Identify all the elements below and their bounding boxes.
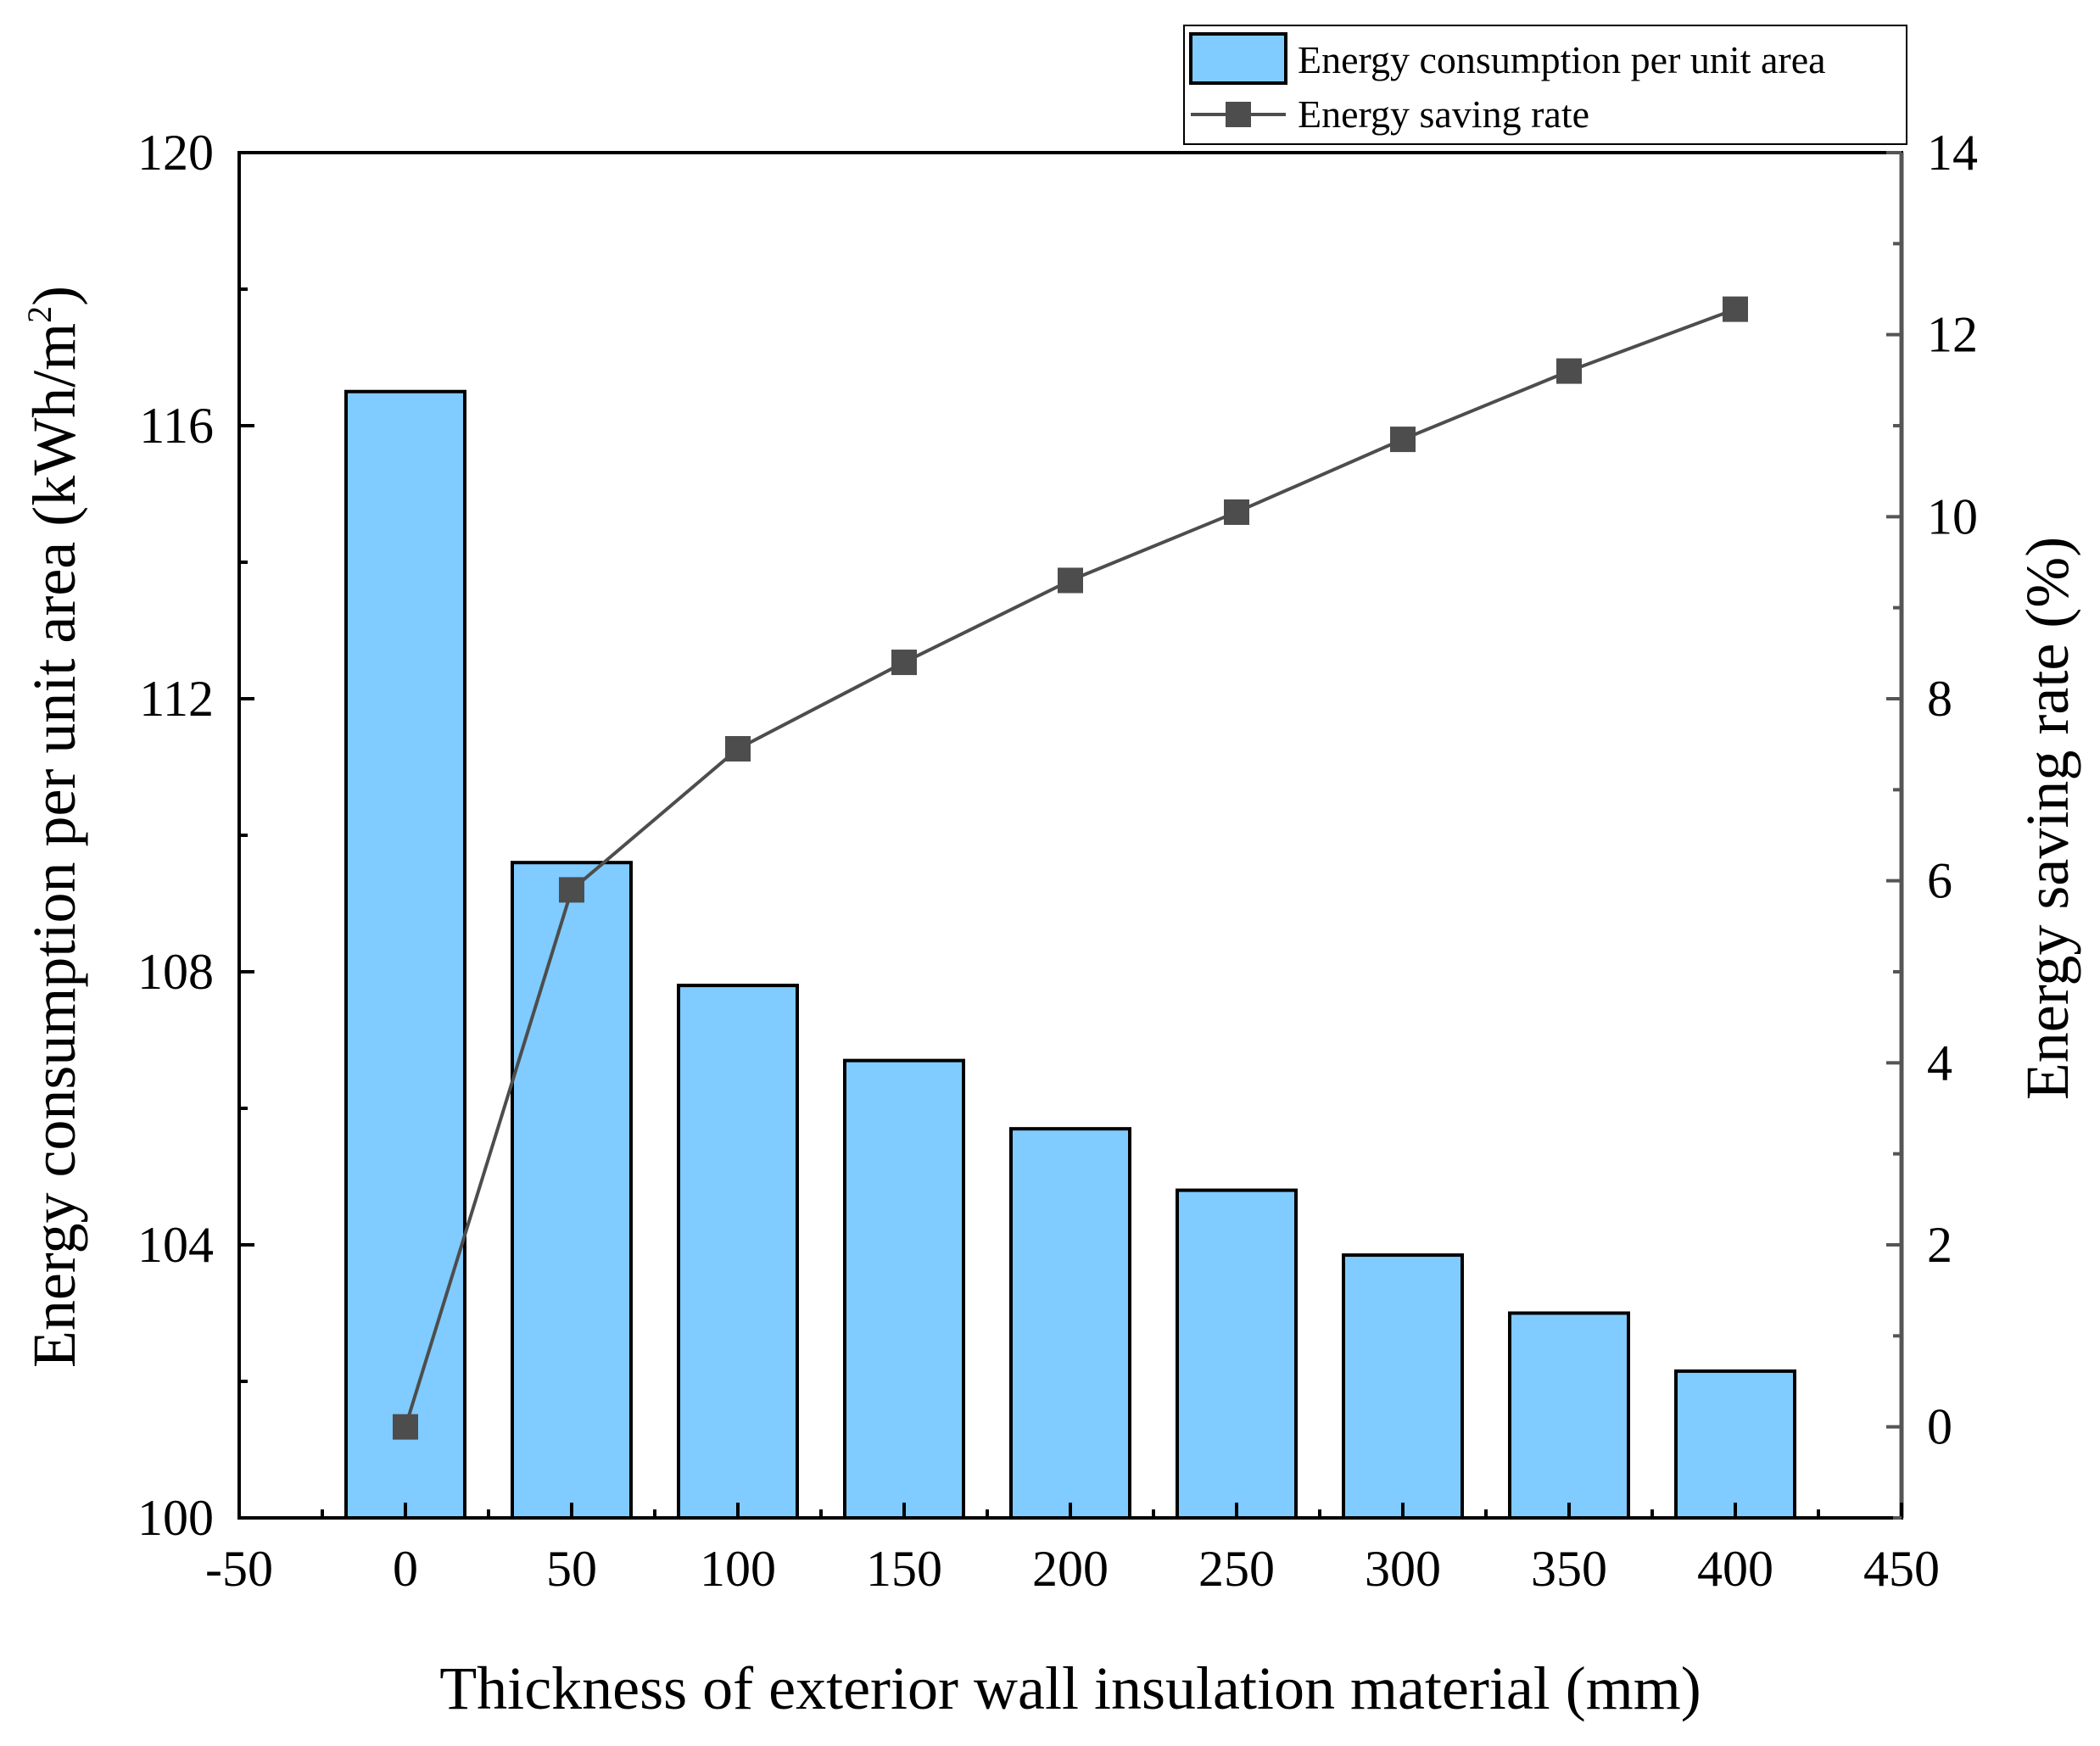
y-left-title-superscript: 2 bbox=[20, 306, 59, 323]
ticks-layer: -50 0 50 100 150 200 250 300 350 400 4501001041081… bbox=[137, 125, 1978, 1597]
x-tick-label: 300 bbox=[1365, 1541, 1441, 1597]
saving-rate-point-150 bbox=[891, 650, 917, 676]
x-tick-label: 450 bbox=[1863, 1541, 1940, 1597]
y-right-tick-label: 0 bbox=[1927, 1399, 1952, 1455]
y-left-tick-label: 112 bbox=[139, 671, 214, 727]
x-tick-label: 150 bbox=[866, 1541, 942, 1597]
legend-bar-swatch bbox=[1189, 32, 1287, 85]
saving-rate-point-50 bbox=[559, 877, 584, 903]
bar-400 bbox=[1674, 1369, 1796, 1520]
saving-rate-point-100 bbox=[725, 736, 751, 762]
y-left-title-close: ) bbox=[20, 286, 88, 306]
bar-350 bbox=[1508, 1311, 1630, 1520]
bar-0 bbox=[344, 389, 466, 1520]
y-left-tick-label: 120 bbox=[137, 125, 214, 181]
saving-rate-point-350 bbox=[1556, 358, 1582, 384]
x-tick-label: 250 bbox=[1198, 1541, 1275, 1597]
x-tick-label: 200 bbox=[1032, 1541, 1109, 1597]
bar-50 bbox=[511, 861, 633, 1520]
y-left-axis-title: Energy consumption per unit area (kWh/m2… bbox=[20, 286, 88, 1368]
bar-200 bbox=[1009, 1127, 1131, 1520]
y-right-tick-label: 8 bbox=[1927, 671, 1952, 727]
legend-bar-label: Energy consumption per unit area bbox=[1298, 38, 1826, 81]
bars-layer bbox=[344, 389, 1796, 1520]
x-tick-label: 50 bbox=[546, 1541, 597, 1597]
legend-line-marker bbox=[1226, 102, 1251, 127]
x-tick-label: 100 bbox=[700, 1541, 776, 1597]
y-left-tick-label: 108 bbox=[137, 944, 214, 1000]
x-tick-label: -50 bbox=[205, 1541, 273, 1597]
x-tick-label: 0 bbox=[393, 1541, 418, 1597]
legend: Energy consumption per unit area Energy … bbox=[1183, 25, 1907, 145]
saving-rate-point-300 bbox=[1390, 427, 1416, 453]
saving-rate-point-250 bbox=[1224, 499, 1249, 525]
y-right-tick-label: 4 bbox=[1927, 1035, 1952, 1091]
saving-rate-point-400 bbox=[1723, 296, 1748, 322]
line-layer bbox=[393, 296, 1748, 1440]
bar-250 bbox=[1176, 1188, 1298, 1520]
y-right-tick-label: 2 bbox=[1927, 1217, 1952, 1273]
bar-300 bbox=[1342, 1253, 1464, 1520]
x-tick-label: 350 bbox=[1531, 1541, 1607, 1597]
y-right-tick-label: 6 bbox=[1927, 853, 1952, 909]
y-right-tick-label: 12 bbox=[1927, 307, 1978, 363]
legend-line-label: Energy saving rate bbox=[1298, 92, 1589, 136]
x-axis-title: Thickness of exterior wall insulation ma… bbox=[439, 1654, 1701, 1722]
y-left-tick-label: 104 bbox=[137, 1217, 214, 1273]
y-left-tick-label: 100 bbox=[137, 1490, 214, 1546]
saving-rate-point-200 bbox=[1058, 567, 1083, 594]
legend-box bbox=[1183, 25, 1907, 145]
saving-rate-point-0 bbox=[393, 1414, 418, 1440]
y-right-tick-label: 14 bbox=[1927, 125, 1978, 181]
bar-150 bbox=[843, 1058, 965, 1520]
x-tick-label: 400 bbox=[1697, 1541, 1773, 1597]
y-right-axis-title: Energy saving rate (%) bbox=[2013, 537, 2081, 1100]
y-left-title-main: Energy consumption per unit area (kWh/m bbox=[20, 323, 88, 1368]
bar-100 bbox=[677, 984, 799, 1520]
y-left-tick-label: 116 bbox=[139, 398, 214, 454]
y-right-tick-label: 10 bbox=[1927, 488, 1978, 544]
